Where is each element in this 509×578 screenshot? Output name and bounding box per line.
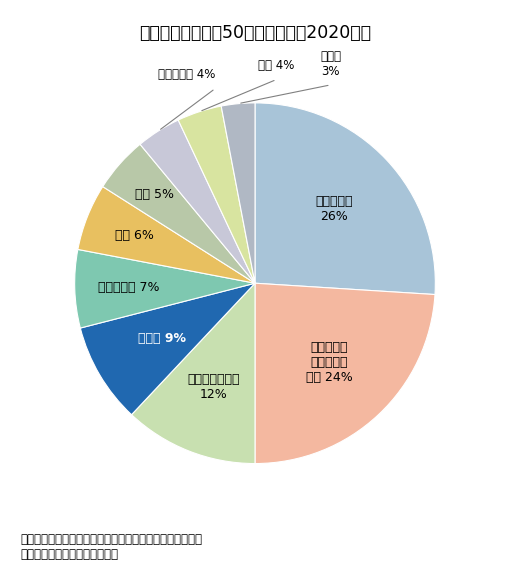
Text: その他
3%: その他 3%	[320, 50, 341, 77]
Wedge shape	[178, 106, 254, 283]
Text: 素材・化学 7%: 素材・化学 7%	[98, 281, 159, 294]
Text: 情報通信・
サービスそ
の他 24%: 情報通信・ サービスそ の他 24%	[305, 340, 352, 384]
Wedge shape	[131, 283, 254, 464]
Text: 出所：日本取引所グループ　時価額順位表を基に、医薬産
　　業政策研究所が加工・作成: 出所：日本取引所グループ 時価額順位表を基に、医薬産 業政策研究所が加工・作成	[20, 533, 202, 561]
Text: 自動車・輸送機
12%: 自動車・輸送機 12%	[187, 373, 240, 401]
Wedge shape	[74, 250, 254, 328]
Text: 商社・卸売 4%: 商社・卸売 4%	[158, 68, 215, 81]
Wedge shape	[80, 283, 254, 414]
Wedge shape	[102, 144, 254, 283]
Text: 機械 4%: 機械 4%	[258, 59, 294, 72]
Text: 医薬品 9%: 医薬品 9%	[137, 332, 185, 345]
Wedge shape	[78, 187, 254, 283]
Wedge shape	[254, 283, 434, 464]
Title: 図２Ｂ　東証上位50社産業分類（2020年）: 図２Ｂ 東証上位50社産業分類（2020年）	[139, 24, 370, 42]
Wedge shape	[140, 120, 254, 283]
Text: 銀行 6%: 銀行 6%	[115, 229, 153, 242]
Wedge shape	[254, 103, 435, 295]
Text: 小売 5%: 小売 5%	[135, 188, 174, 202]
Wedge shape	[221, 103, 254, 283]
Text: 電機・精密
26%: 電機・精密 26%	[315, 195, 352, 223]
